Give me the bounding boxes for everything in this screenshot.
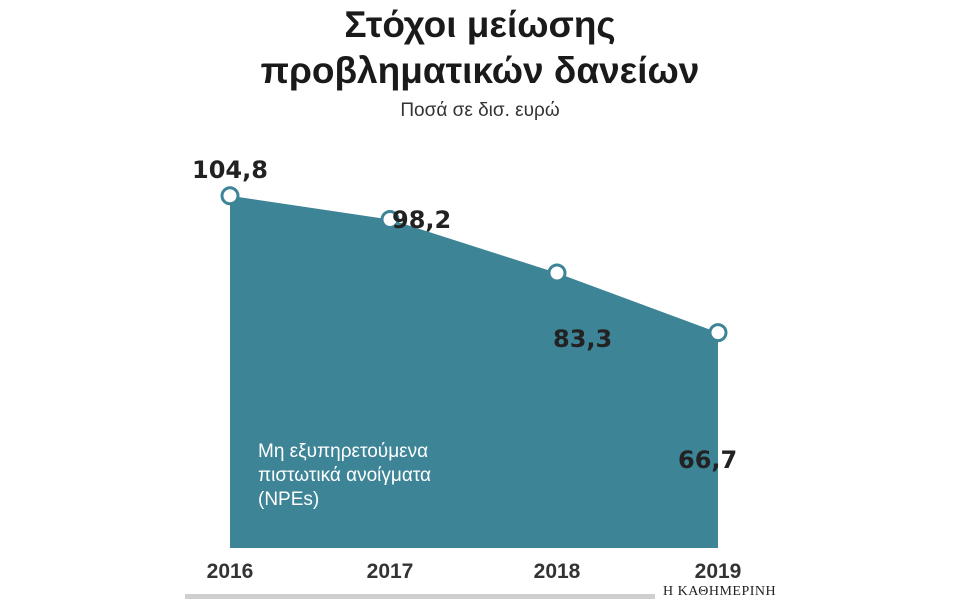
bottom-rule (185, 594, 655, 599)
source-credit: Η ΚΑΘΗΜΕΡΙΝΗ (663, 584, 777, 599)
x-tick-label-2016: 2016 (207, 560, 254, 583)
chart-title-line-2: προβληματικών δανείων (260, 50, 700, 91)
data-point-2016 (220, 186, 240, 206)
series-annotation-line-1: Μη εξυπηρετούμενα (258, 441, 429, 462)
series-annotation: Μη εξυπηρετούμενα πιστωτικά ανοίγματα (N… (258, 440, 431, 512)
data-point-2019 (708, 323, 728, 343)
series-annotation-line-2: πιστωτικά ανοίγματα (258, 465, 432, 486)
value-label-2016: 104,8 (192, 156, 268, 184)
chart-subtitle: Ποσά σε δισ. ευρώ (400, 100, 560, 121)
value-label-2018: 83,3 (553, 325, 612, 353)
series-annotation-line-3: (NPEs) (258, 489, 320, 510)
chart-title: Στόχοι μείωσης προβληματικών δανείων (0, 2, 960, 94)
chart-title-line-1: Στόχοι μείωσης (344, 4, 616, 45)
x-tick-label-2019: 2019 (695, 560, 742, 583)
plot-area: 104,8 98,2 83,3 66,7 2016 2017 2018 2019 (185, 156, 741, 599)
series-area (230, 195, 718, 549)
value-label-2019: 66,7 (678, 446, 737, 474)
data-point-2017 (380, 210, 400, 229)
data-point-2018 (547, 263, 567, 283)
value-label-2017: 98,2 (392, 206, 451, 234)
x-tick-label-2018: 2018 (534, 560, 581, 583)
x-tick-label-2017: 2017 (367, 560, 414, 583)
